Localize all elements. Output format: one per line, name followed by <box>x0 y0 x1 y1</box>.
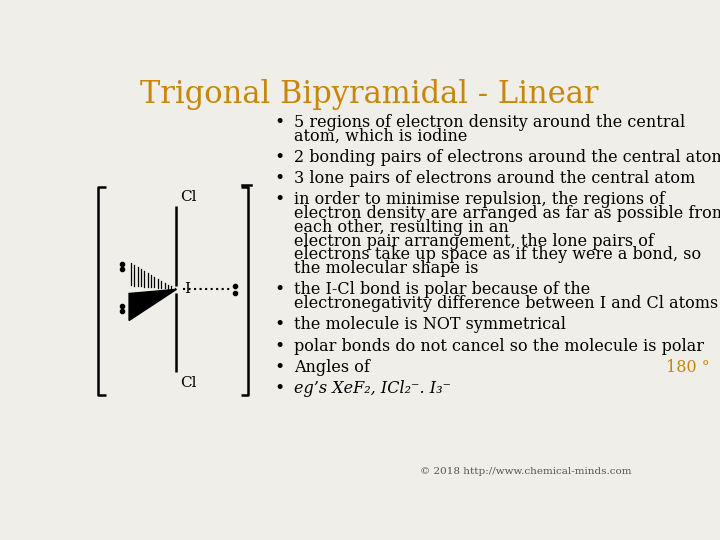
Text: atom, which is iodine: atom, which is iodine <box>294 127 467 145</box>
Text: electronegativity difference between I and Cl atoms: electronegativity difference between I a… <box>294 295 718 312</box>
Text: each other, resulting in an: each other, resulting in an <box>294 219 513 236</box>
Text: Trigonal Bipyramidal - Linear: Trigonal Bipyramidal - Linear <box>140 79 598 110</box>
Text: •: • <box>274 281 284 298</box>
Text: the I-Cl bond is polar because of the: the I-Cl bond is polar because of the <box>294 281 590 298</box>
Text: electron pair arrangement, the lone pairs of: electron pair arrangement, the lone pair… <box>294 233 654 249</box>
Text: •: • <box>274 380 284 397</box>
Text: •: • <box>274 149 284 166</box>
Text: •: • <box>274 114 284 131</box>
Text: 3 lone pairs of electrons around the central atom: 3 lone pairs of electrons around the cen… <box>294 170 695 187</box>
Text: 2 bonding pairs of electrons around the central atom: 2 bonding pairs of electrons around the … <box>294 149 720 166</box>
Text: •: • <box>274 338 284 355</box>
Polygon shape <box>129 289 176 321</box>
Text: Cl: Cl <box>181 376 197 390</box>
Text: the molecular shape is: the molecular shape is <box>294 260 483 277</box>
Text: •: • <box>274 316 284 333</box>
Text: in order to minimise repulsion, the regions of: in order to minimise repulsion, the regi… <box>294 191 665 208</box>
Text: polar bonds do not cancel so the molecule is polar: polar bonds do not cancel so the molecul… <box>294 338 703 355</box>
Text: Cl: Cl <box>181 190 197 204</box>
Text: electrons take up space as if they were a bond, so: electrons take up space as if they were … <box>294 246 701 264</box>
Text: 5 regions of electron density around the central: 5 regions of electron density around the… <box>294 114 685 131</box>
Text: electron density are arranged as far as possible from: electron density are arranged as far as … <box>294 205 720 222</box>
Text: 180 °: 180 ° <box>666 359 710 376</box>
Text: © 2018 http://www.chemical-minds.com: © 2018 http://www.chemical-minds.com <box>420 467 631 476</box>
Text: Angles of: Angles of <box>294 359 374 376</box>
Text: •: • <box>274 359 284 376</box>
Text: •: • <box>274 191 284 208</box>
Text: I: I <box>184 281 190 295</box>
Text: •: • <box>274 170 284 187</box>
Text: eg’s XeF₂, ICl₂⁻. I₃⁻: eg’s XeF₂, ICl₂⁻. I₃⁻ <box>294 380 451 397</box>
Text: the molecule is NOT symmetrical: the molecule is NOT symmetrical <box>294 316 566 333</box>
